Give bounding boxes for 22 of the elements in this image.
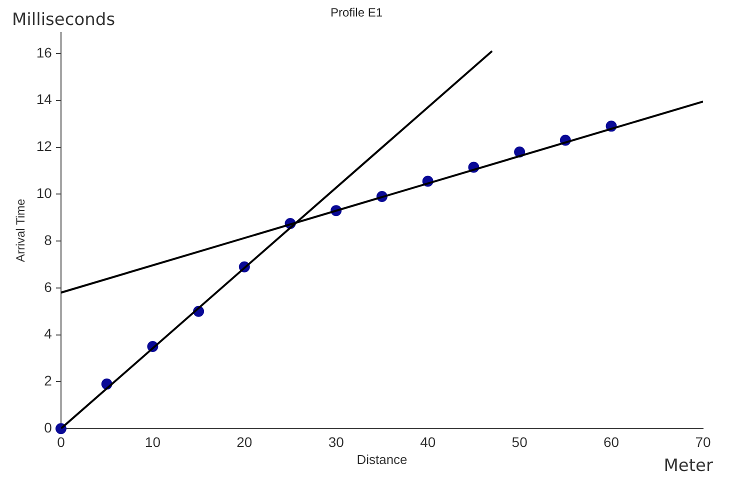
x-tick-label: 10 (144, 434, 161, 450)
x-tick-label: 40 (420, 434, 436, 450)
chart-title: Profile E1 (330, 6, 383, 20)
y-tick-label: 8 (44, 232, 52, 248)
y-tick-label: 0 (44, 419, 52, 436)
y-axis-title: Arrival Time (14, 198, 28, 262)
x-axis-title: Distance (356, 452, 408, 467)
y-tick-label: 6 (44, 278, 52, 295)
y-tick-label: 16 (36, 44, 52, 60)
x-tick-label: 30 (328, 434, 344, 450)
text: Milliseconds (12, 10, 116, 30)
y-tick-label: 12 (36, 138, 52, 154)
x-tick-label: 0 (57, 434, 66, 450)
x-tick-label: 70 (695, 434, 711, 450)
x-tick-label: 20 (236, 434, 252, 450)
text: Meter (664, 456, 713, 476)
y-tick-label: 14 (36, 91, 52, 108)
y-tick-label: 2 (44, 372, 52, 389)
x-tick-label: 60 (603, 434, 620, 450)
y-tick-label: 4 (44, 326, 52, 342)
x-tick-label: 50 (512, 434, 528, 450)
y-tick-label: 10 (36, 185, 52, 202)
